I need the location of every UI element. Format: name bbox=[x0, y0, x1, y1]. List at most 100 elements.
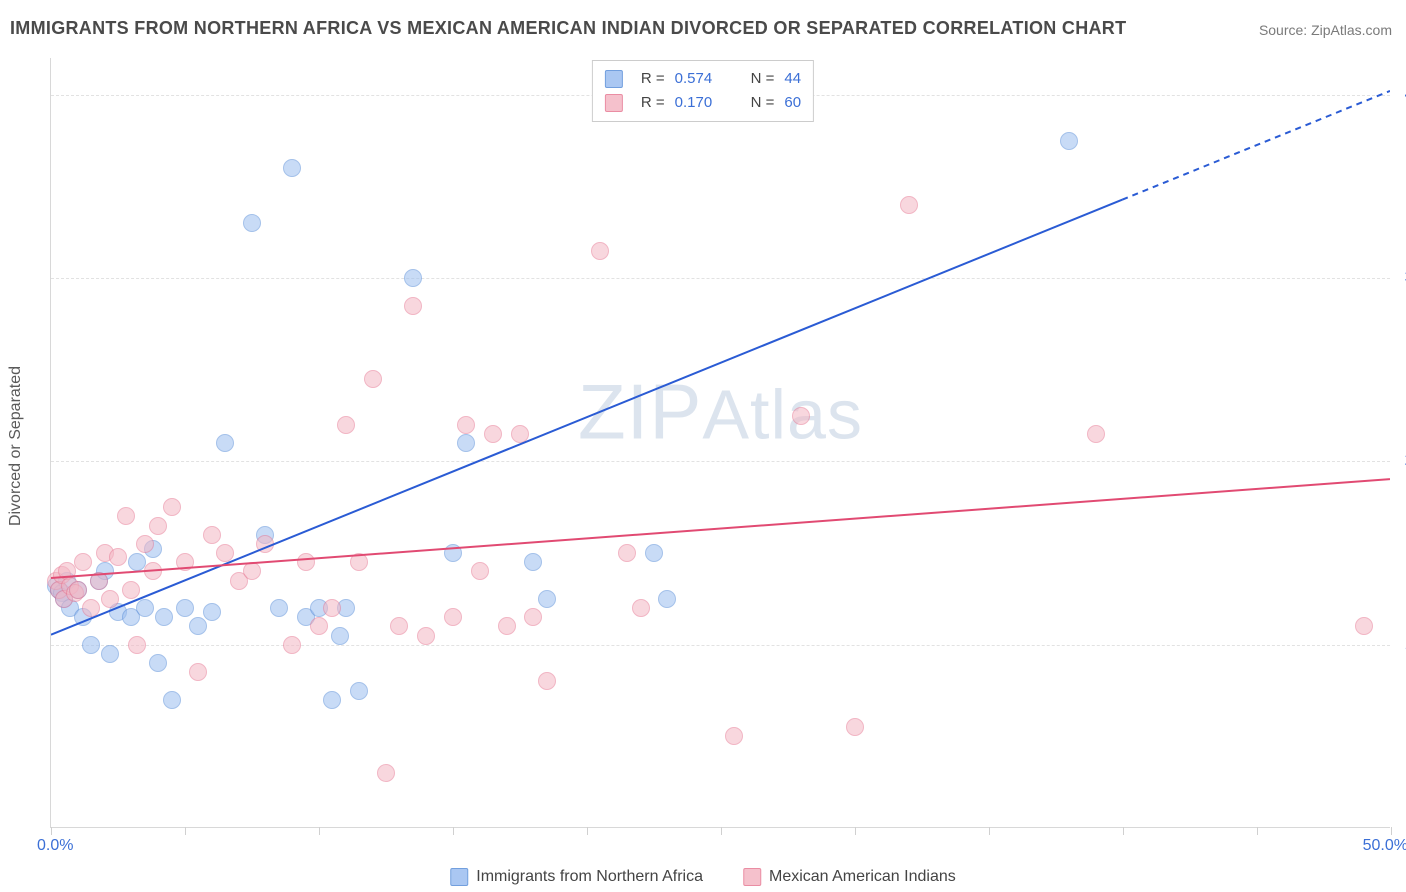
scatter-point bbox=[350, 553, 368, 571]
gridline bbox=[51, 645, 1390, 646]
scatter-point bbox=[417, 627, 435, 645]
scatter-point bbox=[101, 590, 119, 608]
scatter-point bbox=[591, 242, 609, 260]
scatter-point bbox=[524, 608, 542, 626]
scatter-point bbox=[1087, 425, 1105, 443]
x-tick bbox=[1257, 827, 1258, 835]
legend-swatch bbox=[605, 70, 623, 88]
scatter-point bbox=[900, 196, 918, 214]
scatter-point bbox=[155, 608, 173, 626]
scatter-point bbox=[1355, 617, 1373, 635]
scatter-point bbox=[645, 544, 663, 562]
scatter-point bbox=[498, 617, 516, 635]
legend-item: Mexican American Indians bbox=[743, 868, 956, 886]
plot-area: ZIPAtlas 10.0%20.0%30.0%40.0%0.0%50.0% bbox=[50, 58, 1390, 828]
y-axis-label: Divorced or Separated bbox=[7, 366, 25, 526]
scatter-point bbox=[846, 718, 864, 736]
scatter-point bbox=[122, 581, 140, 599]
scatter-point bbox=[364, 370, 382, 388]
legend-label: Immigrants from Northern Africa bbox=[476, 868, 703, 885]
scatter-point bbox=[149, 517, 167, 535]
scatter-point bbox=[283, 159, 301, 177]
scatter-point bbox=[176, 599, 194, 617]
trendlines-svg bbox=[51, 58, 1390, 827]
chart-title: IMMIGRANTS FROM NORTHERN AFRICA VS MEXIC… bbox=[10, 18, 1126, 39]
y-tick-label: 30.0% bbox=[1395, 269, 1406, 287]
scatter-point bbox=[404, 269, 422, 287]
scatter-point bbox=[471, 562, 489, 580]
scatter-point bbox=[216, 544, 234, 562]
x-tick bbox=[721, 827, 722, 835]
chart-container: IMMIGRANTS FROM NORTHERN AFRICA VS MEXIC… bbox=[0, 0, 1406, 892]
scatter-point bbox=[109, 548, 127, 566]
legend-swatch bbox=[743, 868, 761, 886]
scatter-point bbox=[136, 535, 154, 553]
y-tick-label: 20.0% bbox=[1395, 452, 1406, 470]
x-tick bbox=[989, 827, 990, 835]
scatter-point bbox=[82, 599, 100, 617]
legend-item: Immigrants from Northern Africa bbox=[450, 868, 703, 886]
x-tick bbox=[1391, 827, 1392, 835]
scatter-point bbox=[310, 617, 328, 635]
scatter-point bbox=[82, 636, 100, 654]
scatter-point bbox=[457, 434, 475, 452]
scatter-point bbox=[149, 654, 167, 672]
x-origin-label: 0.0% bbox=[37, 837, 73, 855]
scatter-point bbox=[117, 507, 135, 525]
scatter-point bbox=[144, 562, 162, 580]
scatter-point bbox=[90, 572, 108, 590]
scatter-point bbox=[270, 599, 288, 617]
scatter-point bbox=[444, 608, 462, 626]
scatter-point bbox=[256, 535, 274, 553]
y-tick-label: 40.0% bbox=[1395, 86, 1406, 104]
x-tick bbox=[453, 827, 454, 835]
scatter-point bbox=[457, 416, 475, 434]
scatter-point bbox=[331, 627, 349, 645]
scatter-point bbox=[128, 636, 146, 654]
scatter-point bbox=[390, 617, 408, 635]
scatter-point bbox=[203, 603, 221, 621]
scatter-point bbox=[524, 553, 542, 571]
stats-legend: R =0.574N =44R =0.170N =60 bbox=[592, 60, 814, 122]
scatter-point bbox=[74, 553, 92, 571]
source-attribution: Source: ZipAtlas.com bbox=[1259, 22, 1392, 38]
scatter-point bbox=[404, 297, 422, 315]
scatter-point bbox=[511, 425, 529, 443]
scatter-point bbox=[632, 599, 650, 617]
x-tick bbox=[185, 827, 186, 835]
scatter-point bbox=[189, 617, 207, 635]
scatter-point bbox=[792, 407, 810, 425]
watermark: ZIPAtlas bbox=[578, 366, 863, 457]
legend-swatch bbox=[605, 94, 623, 112]
scatter-point bbox=[538, 672, 556, 690]
scatter-point bbox=[323, 691, 341, 709]
scatter-point bbox=[323, 599, 341, 617]
scatter-point bbox=[163, 691, 181, 709]
scatter-point bbox=[203, 526, 221, 544]
scatter-point bbox=[101, 645, 119, 663]
scatter-point bbox=[377, 764, 395, 782]
gridline bbox=[51, 461, 1390, 462]
scatter-point bbox=[538, 590, 556, 608]
scatter-point bbox=[484, 425, 502, 443]
scatter-point bbox=[444, 544, 462, 562]
scatter-point bbox=[283, 636, 301, 654]
stats-row: R =0.170N =60 bbox=[605, 91, 801, 115]
scatter-point bbox=[163, 498, 181, 516]
scatter-point bbox=[189, 663, 207, 681]
scatter-point bbox=[337, 416, 355, 434]
x-tick bbox=[51, 827, 52, 835]
scatter-point bbox=[176, 553, 194, 571]
scatter-point bbox=[1060, 132, 1078, 150]
x-tick bbox=[587, 827, 588, 835]
scatter-point bbox=[243, 214, 261, 232]
y-tick-label: 10.0% bbox=[1395, 636, 1406, 654]
scatter-point bbox=[725, 727, 743, 745]
scatter-point bbox=[350, 682, 368, 700]
gridline bbox=[51, 278, 1390, 279]
x-tick bbox=[1123, 827, 1124, 835]
scatter-point bbox=[243, 562, 261, 580]
legend-swatch bbox=[450, 868, 468, 886]
scatter-point bbox=[297, 553, 315, 571]
scatter-point bbox=[136, 599, 154, 617]
